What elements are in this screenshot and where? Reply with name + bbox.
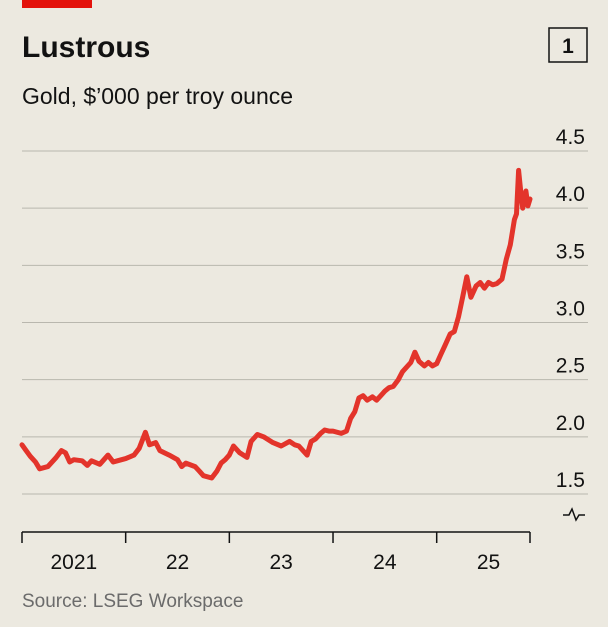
chart-title: Lustrous	[22, 31, 150, 64]
subtitle: Gold, $’000 per troy ounce	[22, 83, 293, 109]
y-tick-label: 3.5	[556, 240, 585, 263]
number-box	[548, 27, 588, 63]
y-tick-label: 2.5	[556, 355, 585, 378]
x-tick-label: 25	[477, 551, 500, 574]
x-tick-label: 24	[373, 551, 397, 574]
y-tick-label: 4.5	[556, 126, 585, 149]
x-tick-label: 22	[166, 551, 189, 574]
y-tick-label: 1.5	[556, 469, 585, 492]
y-tick-label: 4.0	[556, 183, 585, 206]
brand-bar	[22, 0, 92, 8]
source: Source: LSEG Workspace	[22, 591, 243, 612]
price-line	[19, 167, 533, 481]
x-tick-label: 23	[270, 551, 293, 574]
chart-number: 1	[562, 35, 574, 58]
y-tick-label: 3.0	[556, 298, 585, 321]
y-tick-label: 2.0	[556, 412, 585, 435]
axis-break	[563, 507, 585, 522]
x-tick-label: 2021	[50, 551, 97, 574]
